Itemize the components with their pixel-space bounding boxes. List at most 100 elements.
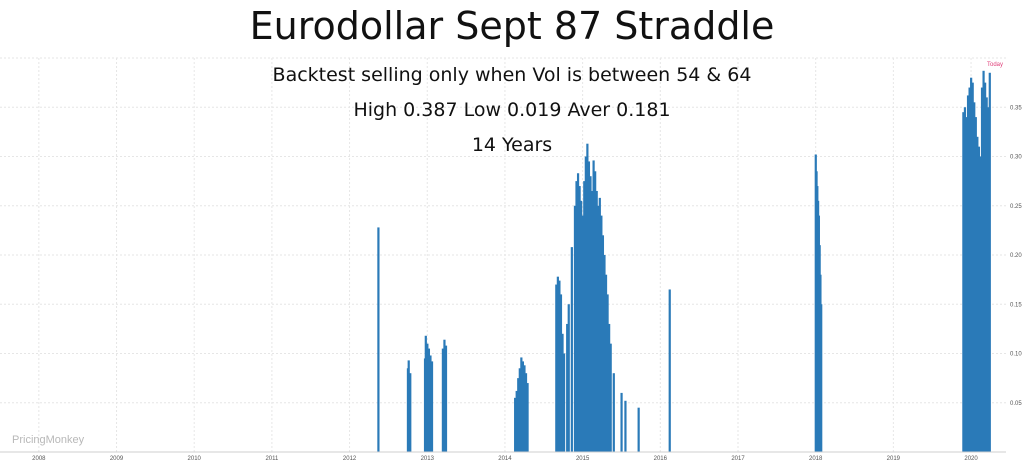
bar — [575, 181, 578, 452]
y-tick-label: 0.20 — [1010, 253, 1022, 259]
bar — [609, 343, 612, 452]
chart-subtitle-1: Backtest selling only when Vol is betwee… — [272, 64, 752, 86]
bar — [968, 87, 971, 453]
bar — [567, 304, 570, 452]
bar — [973, 102, 976, 452]
bar — [443, 339, 446, 452]
bar — [581, 215, 584, 452]
bar — [965, 117, 968, 452]
bar — [559, 294, 563, 452]
x-tick-label: 2012 — [343, 456, 357, 462]
bar — [407, 360, 410, 452]
x-tick-label: 2020 — [964, 456, 978, 462]
bar — [587, 161, 591, 453]
bar — [578, 186, 581, 453]
bar — [606, 294, 609, 452]
bar — [974, 117, 977, 452]
y-tick-label: 0.35 — [1010, 105, 1022, 111]
bar — [592, 160, 595, 452]
bar — [637, 407, 640, 452]
bar — [377, 227, 380, 452]
x-tick-label: 2013 — [421, 456, 435, 462]
x-axis: 2008 2009 2010 2011 2012 2013 2014 2015 2016 2017… — [0, 451, 1006, 462]
y-tick-label: 0.05 — [1010, 401, 1022, 407]
chart-subtitle-3: 14 Years — [471, 134, 553, 156]
bar — [624, 400, 627, 452]
bar — [971, 82, 974, 452]
x-tick-label: 2011 — [265, 456, 279, 462]
x-tick-label: 2010 — [188, 456, 202, 462]
bar — [429, 355, 432, 452]
bar — [985, 97, 988, 453]
bar — [524, 373, 528, 452]
bar — [409, 373, 412, 452]
bar — [595, 190, 598, 452]
y-tick-label: 0.15 — [1010, 302, 1022, 308]
y-tick-label: 0.25 — [1010, 204, 1022, 210]
bar — [597, 205, 600, 452]
bar — [820, 304, 823, 452]
bar — [570, 247, 573, 452]
bar — [430, 361, 434, 452]
bar — [604, 274, 608, 452]
y-tick-label: 0.10 — [1010, 352, 1022, 358]
x-tick-label: 2016 — [654, 456, 668, 462]
bar — [523, 365, 526, 452]
x-tick-label: 2009 — [110, 456, 124, 462]
bar — [521, 361, 525, 452]
bar — [594, 171, 597, 452]
bar — [600, 215, 603, 452]
x-tick-label: 2017 — [731, 456, 745, 462]
bar — [668, 289, 671, 452]
bar — [427, 348, 431, 452]
x-tick-label: 2019 — [887, 456, 901, 462]
bar — [988, 72, 991, 453]
bar — [987, 107, 990, 452]
bar — [556, 276, 559, 452]
bar — [441, 348, 444, 452]
x-tick-label: 2008 — [32, 456, 46, 462]
bar — [526, 383, 529, 452]
bar — [586, 143, 589, 452]
bars — [377, 70, 991, 453]
bar — [966, 95, 970, 453]
bar — [982, 70, 985, 453]
bar — [555, 284, 558, 452]
chart-subtitle-2: High 0.387 Low 0.019 Aver 0.181 — [353, 99, 671, 121]
x-tick-label: 2018 — [809, 456, 823, 462]
bar — [444, 345, 448, 452]
bar — [970, 77, 973, 452]
bar — [518, 368, 521, 452]
bar — [424, 335, 427, 452]
watermark: PricingMonkey — [12, 434, 85, 446]
bar — [558, 280, 561, 452]
bar — [562, 353, 566, 452]
bar — [962, 112, 965, 453]
bar — [977, 146, 981, 452]
bar — [426, 343, 429, 452]
bar — [515, 390, 518, 452]
bar — [561, 333, 564, 452]
today-marker-label: Today — [987, 62, 1004, 68]
bar — [566, 323, 569, 452]
bar — [979, 156, 982, 452]
bar — [984, 82, 987, 452]
bar — [598, 197, 601, 452]
bar — [583, 181, 586, 452]
bar — [580, 200, 583, 452]
bar — [976, 136, 979, 453]
bar — [576, 173, 580, 452]
bar — [590, 190, 594, 452]
chart-title: Eurodollar Sept 87 Straddle — [249, 4, 775, 48]
bar — [963, 107, 967, 452]
bar — [573, 205, 577, 452]
bar — [517, 378, 520, 452]
bar — [620, 392, 623, 452]
bar — [589, 176, 592, 452]
bar — [603, 255, 606, 452]
y-axis: 0.05 0.10 0.15 0.20 0.25 0.30 0.35 — [1010, 105, 1022, 407]
bar — [520, 357, 523, 452]
bar — [612, 373, 615, 452]
bar — [608, 323, 611, 452]
